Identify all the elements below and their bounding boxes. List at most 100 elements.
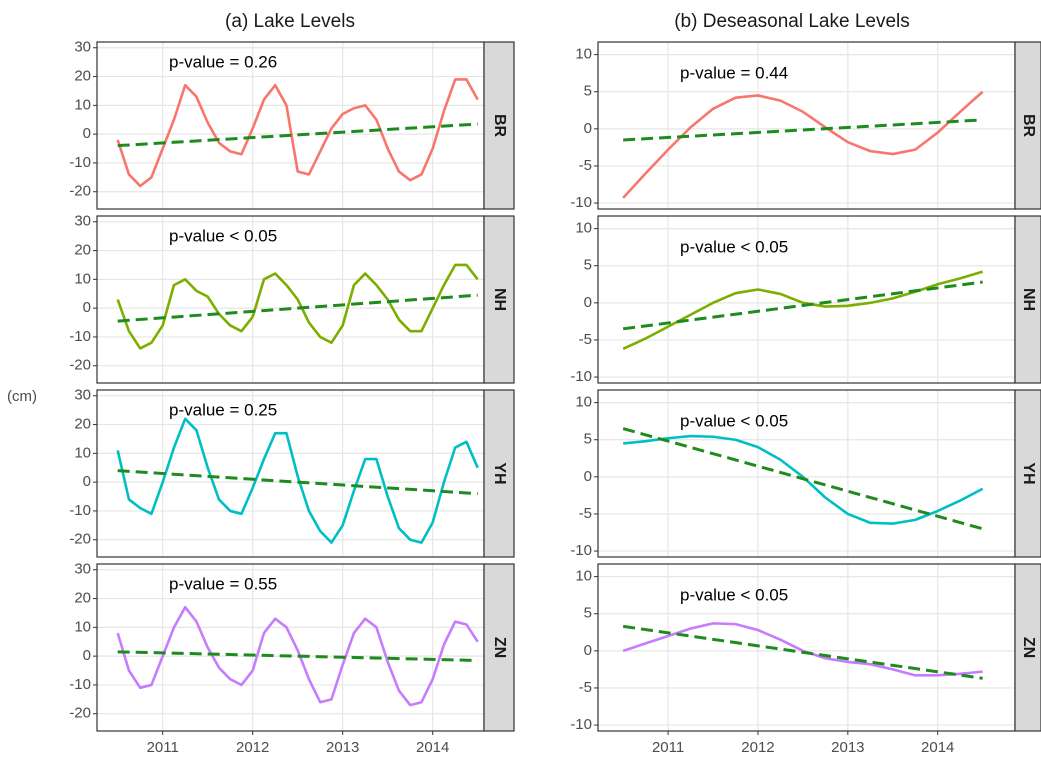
y-tick-label: 5 (584, 257, 592, 274)
strip-label: YH (1020, 462, 1037, 484)
y-tick-label: 0 (584, 120, 592, 137)
strip (1014, 563, 1041, 732)
y-tick-label: -5 (579, 505, 592, 522)
data-line (623, 434, 984, 525)
strip-label: ZN (491, 637, 508, 658)
y-tick-label: 30 (74, 387, 91, 404)
y-tick-label: 10 (575, 568, 592, 585)
y-tick-label: -20 (69, 531, 91, 548)
y-tick-label: 0 (83, 473, 91, 490)
strip-label: ZN (1020, 637, 1037, 658)
strip-label: YH (491, 462, 508, 484)
y-tick-label: -10 (570, 716, 592, 733)
trend-line (117, 293, 478, 323)
strip (1014, 215, 1041, 384)
panel-background (598, 42, 1015, 209)
data-line (622, 270, 984, 351)
x-tick-label: 2011 (147, 739, 179, 756)
trend-line (623, 118, 983, 142)
y-tick-label: 10 (575, 394, 592, 411)
trend-line (622, 280, 983, 331)
y-tick-label: 10 (74, 618, 91, 635)
annotation: p-value = 0.55 (169, 574, 277, 593)
y-tick-label: -5 (579, 331, 592, 348)
x-tick-label: 2013 (831, 739, 864, 756)
y-tick-label: 20 (74, 416, 91, 433)
x-tick-label: 2011 (652, 739, 684, 756)
annotation: p-value = 0.44 (680, 63, 788, 82)
y-tick-label: -5 (579, 157, 592, 174)
panel-background (97, 564, 484, 731)
strip (483, 389, 515, 558)
annotation: p-value = 0.26 (169, 52, 277, 71)
y-tick-label: 0 (584, 468, 592, 485)
trend-line (117, 650, 478, 662)
data-line (116, 417, 479, 544)
trend-line (117, 469, 478, 496)
strip (483, 563, 515, 732)
y-tick-label: 5 (584, 605, 592, 622)
data-line (622, 90, 984, 199)
y-tick-label: 0 (83, 125, 91, 142)
strip-label: NH (1020, 288, 1037, 311)
y-tick-label: -10 (69, 154, 91, 171)
annotation: p-value < 0.05 (680, 585, 788, 604)
y-tick-label: -10 (570, 194, 592, 211)
panel-title: (b) Deseasonal Lake Levels (674, 11, 910, 32)
data-line (116, 78, 479, 188)
annotation: p-value = 0.25 (169, 400, 277, 419)
y-tick-label: -20 (69, 183, 91, 200)
y-tick-label: 0 (584, 294, 592, 311)
y-tick-label: 20 (74, 590, 91, 607)
strip-label: NH (491, 288, 508, 311)
y-tick-label: 20 (74, 68, 91, 85)
y-axis-label: (cm) (7, 388, 37, 405)
x-tick-label: 2013 (326, 739, 359, 756)
y-tick-label: 5 (584, 83, 592, 100)
y-tick-label: 0 (584, 642, 592, 659)
panel-background (598, 390, 1015, 557)
y-tick-label: 20 (74, 242, 91, 259)
y-tick-label: -5 (579, 679, 592, 696)
y-tick-label: 0 (83, 299, 91, 316)
y-tick-label: -10 (69, 502, 91, 519)
panel-title: (a) Lake Levels (225, 11, 355, 32)
y-tick-label: 10 (575, 46, 592, 63)
data-line (116, 263, 479, 350)
trend-line (622, 624, 983, 680)
y-tick-label: -20 (69, 705, 91, 722)
data-line (116, 605, 479, 707)
trend-line (117, 122, 478, 148)
x-tick-label: 2012 (236, 739, 269, 756)
panel-background (97, 216, 484, 383)
x-tick-label: 2014 (921, 739, 954, 756)
y-tick-label: 10 (575, 220, 592, 237)
x-tick-label: 2014 (416, 739, 449, 756)
y-tick-label: 30 (74, 561, 91, 578)
annotation: p-value < 0.05 (169, 226, 277, 245)
y-tick-label: 10 (74, 444, 91, 461)
annotation: p-value < 0.05 (680, 411, 788, 430)
y-tick-label: 30 (74, 213, 91, 230)
strip (1014, 389, 1041, 558)
trend-line (622, 427, 984, 531)
y-tick-label: 30 (74, 39, 91, 56)
panel-background (598, 564, 1015, 731)
annotation: p-value < 0.05 (680, 237, 788, 256)
y-tick-label: 0 (83, 647, 91, 664)
y-tick-label: -20 (69, 357, 91, 374)
strip (483, 215, 515, 384)
strip (1014, 41, 1041, 210)
strip (483, 41, 515, 210)
panel-background (598, 216, 1015, 383)
strip-label: BR (1020, 114, 1037, 138)
y-tick-label: -10 (570, 368, 592, 385)
y-tick-label: -10 (570, 542, 592, 559)
y-tick-label: 10 (74, 270, 91, 287)
y-tick-label: 10 (74, 96, 91, 113)
x-tick-label: 2012 (741, 739, 774, 756)
y-tick-label: 5 (584, 431, 592, 448)
strip-label: BR (491, 114, 508, 138)
y-tick-label: -10 (69, 328, 91, 345)
